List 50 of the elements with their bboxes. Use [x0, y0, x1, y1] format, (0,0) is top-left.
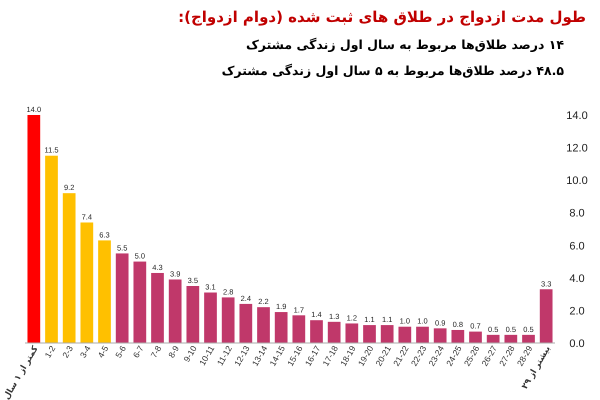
- bar: [204, 292, 217, 343]
- bar: [62, 193, 76, 343]
- y-tick-label: 10.0: [566, 175, 588, 188]
- bar: [416, 326, 429, 343]
- bar: [186, 286, 200, 343]
- bar: [380, 325, 394, 343]
- bar: [98, 240, 111, 343]
- bar: [133, 262, 146, 343]
- x-tick-label: کمتر از ۱ سال: [2, 344, 41, 400]
- bar: [27, 115, 40, 343]
- bar: [398, 326, 412, 343]
- y-tick-label: 2.0: [569, 305, 585, 318]
- bar: [328, 322, 341, 343]
- x-tick-label: 8-9: [166, 344, 182, 360]
- bar: [292, 315, 306, 343]
- bar: [80, 222, 94, 343]
- bar: [363, 325, 376, 343]
- x-tick-label: 3-4: [78, 344, 93, 360]
- y-tick-label: 12.0: [566, 142, 588, 155]
- y-tick-label: 6.0: [569, 240, 585, 252]
- x-tick-label: 1-2: [42, 344, 58, 360]
- bar: [486, 334, 500, 343]
- y-tick-label: 4.0: [569, 272, 585, 285]
- bar: [168, 279, 182, 343]
- bar: [504, 334, 518, 343]
- bar: [469, 332, 482, 343]
- bar: [222, 297, 235, 343]
- bar: [116, 253, 129, 343]
- text: ۱۴ درصد طلاق‌ها مربوط به سال اول زندگی مشترک: [246, 37, 564, 53]
- x-tick-label: 5-6: [113, 344, 128, 360]
- x-tick-label: 2-3: [60, 344, 76, 360]
- bar: [274, 312, 288, 343]
- text: ۴۸.۵ درصد طلاق‌ها مربوط به ۵ سال اول زندگی مشترک: [222, 63, 564, 79]
- bar: [522, 334, 535, 343]
- y-tick-label: 8.0: [569, 208, 585, 220]
- bar: [151, 272, 164, 343]
- x-tick-label: 4-5: [96, 344, 110, 360]
- bar: [434, 328, 447, 343]
- bar: [239, 304, 252, 343]
- y-tick-label: 0.0: [569, 338, 585, 350]
- chart-title: طول مدت ازدواج در طلاق های ثبت شده (دوام ازدواج):: [178, 8, 586, 26]
- bar: [345, 323, 358, 343]
- bar: [45, 156, 58, 343]
- x-tick-label: 6-7: [130, 344, 146, 360]
- bar: [310, 320, 323, 343]
- bar: [540, 289, 553, 343]
- y-tick-label: 14.0: [566, 110, 588, 122]
- x-tick-label: 7-8: [148, 344, 164, 360]
- bar: [451, 330, 464, 343]
- bar: [257, 307, 270, 343]
